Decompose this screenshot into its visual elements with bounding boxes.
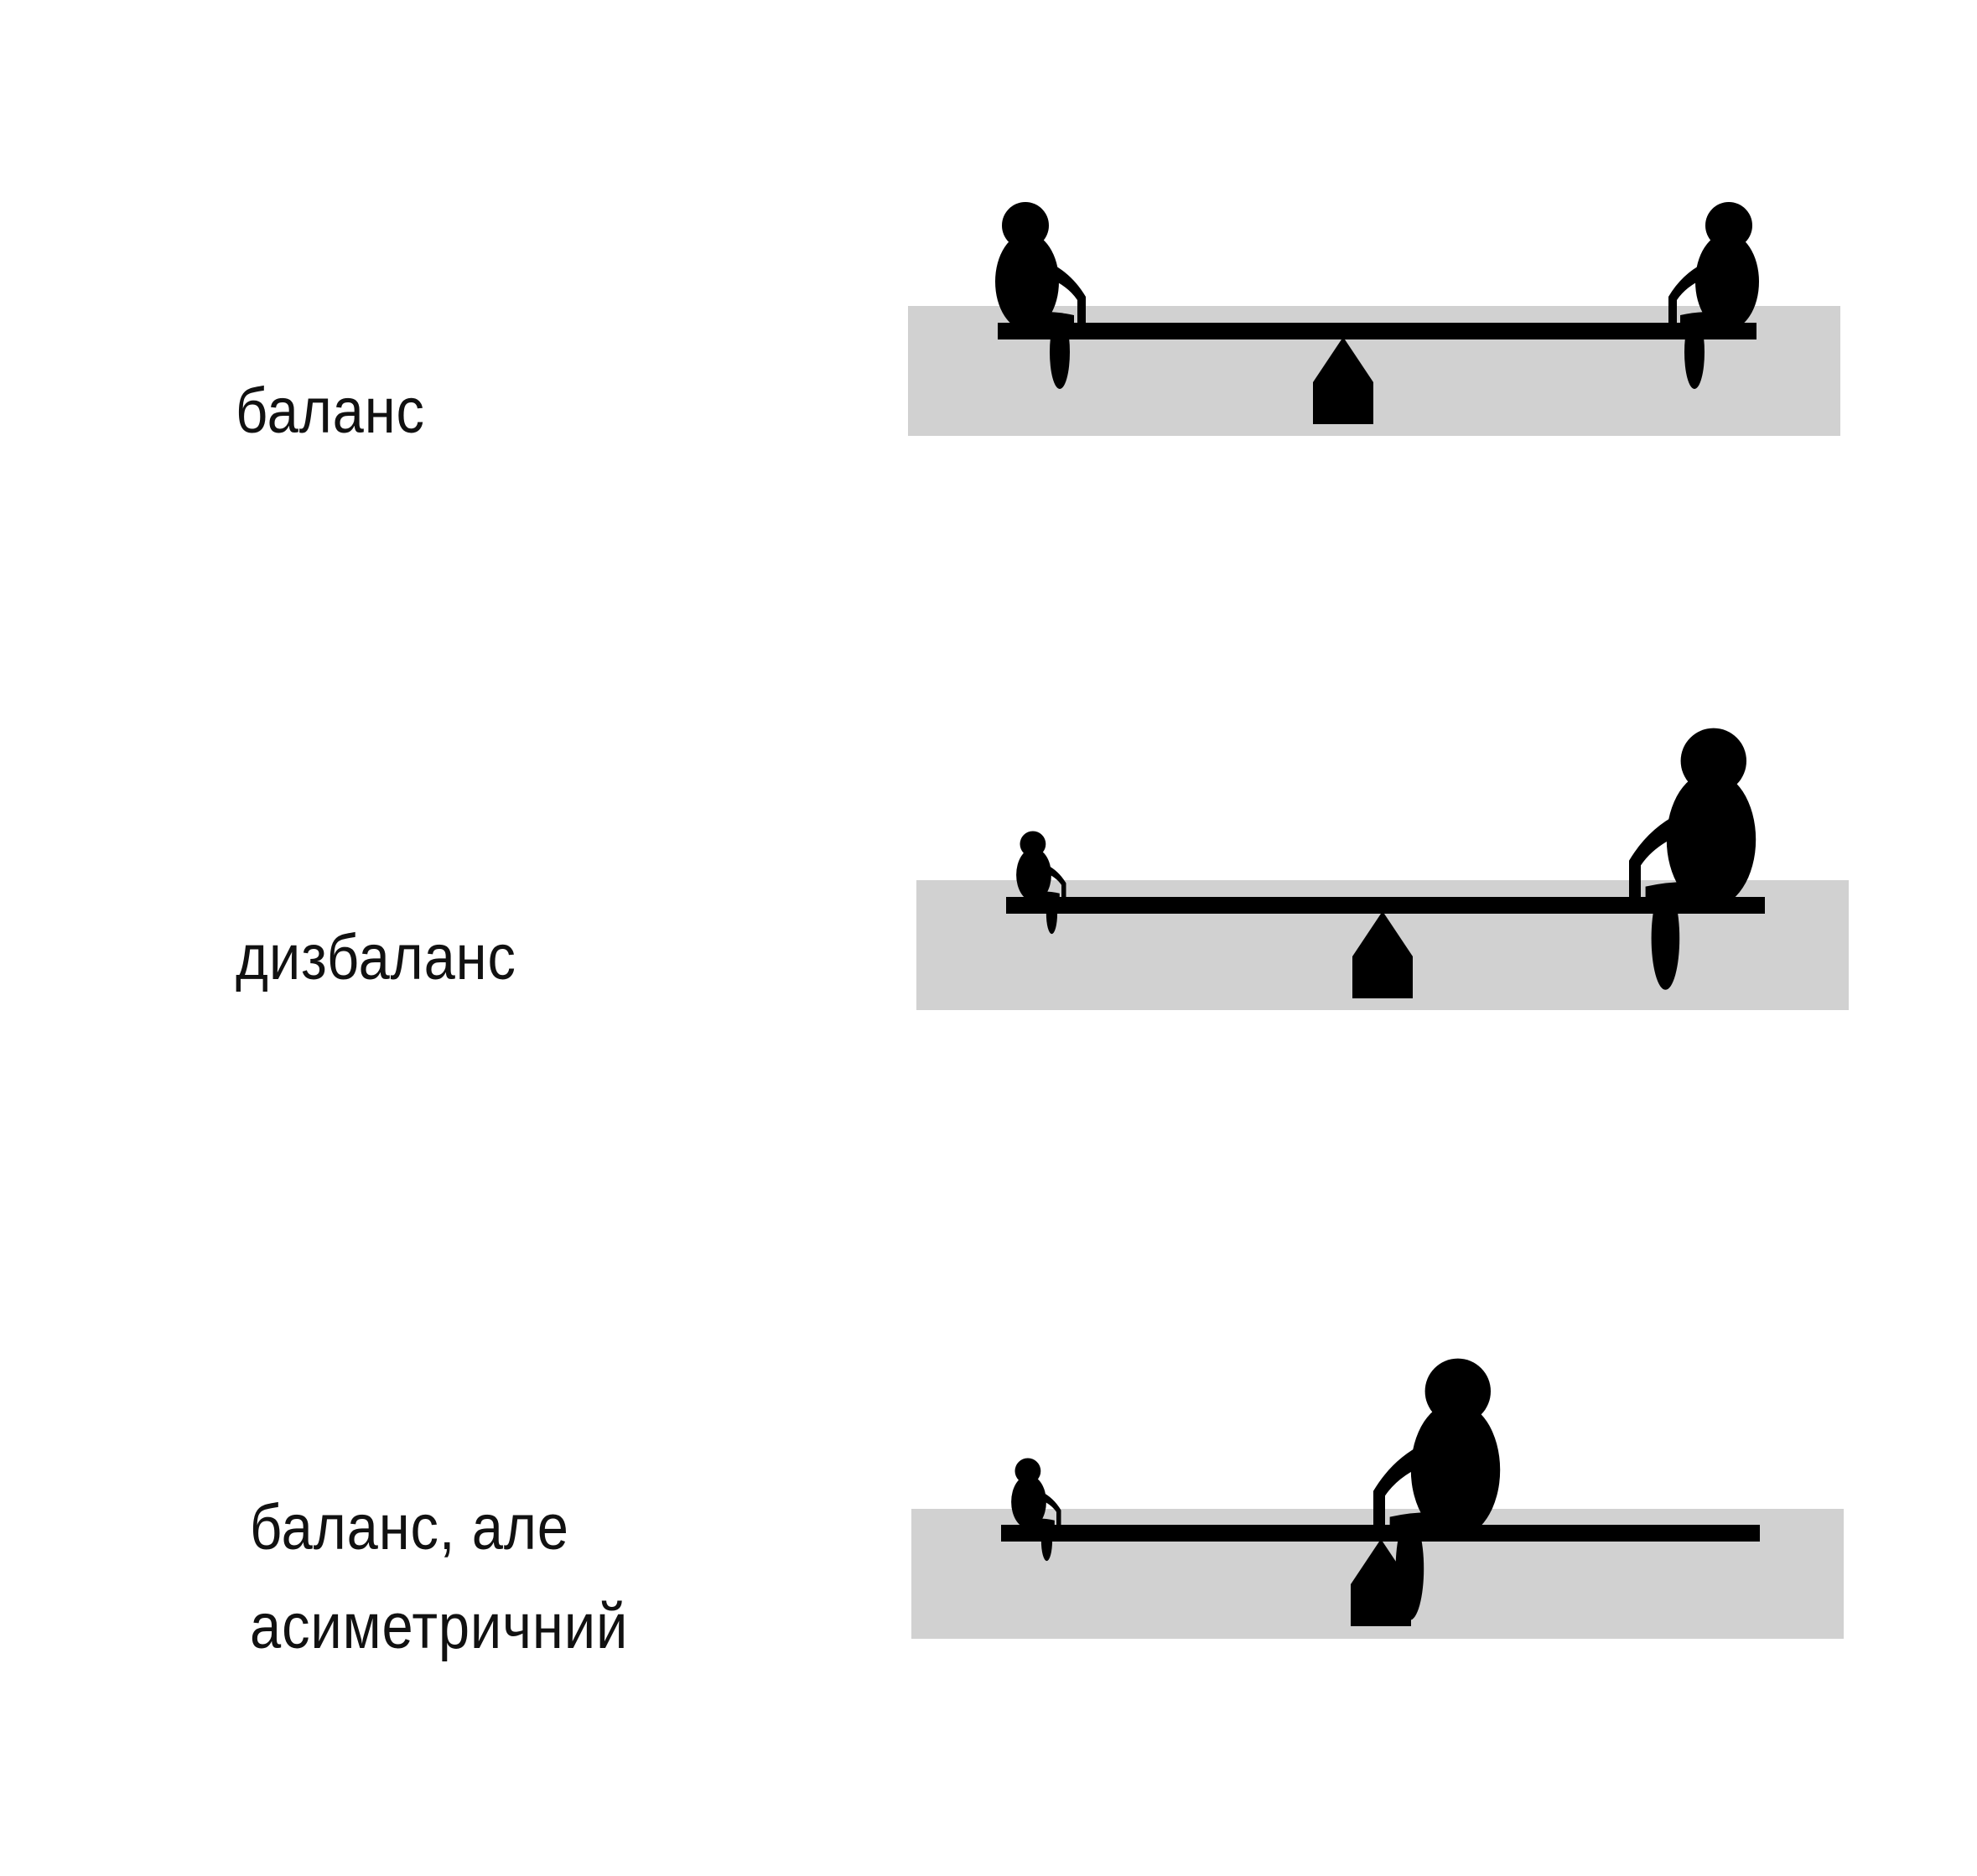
- seesaw-scene-imbalance: [897, 687, 1878, 1081]
- seesaw-plank: [998, 323, 1756, 339]
- fulcrum-icon: [1313, 337, 1373, 424]
- seesaw-scene-balance: [897, 159, 1878, 553]
- seesaw-plank: [1006, 897, 1765, 914]
- seesaw-plank: [1001, 1525, 1760, 1542]
- row-label-balance: баланс: [236, 376, 425, 447]
- sitting-person-icon: [1011, 1458, 1061, 1562]
- sitting-person-icon: [1016, 831, 1066, 935]
- sitting-person-icon: [995, 202, 1086, 389]
- sitting-person-icon: [1668, 202, 1759, 389]
- row-label-balance-asymmetric: баланс, але асиметричний: [250, 1492, 629, 1662]
- seesaw-scene-balance-asymmetric: [897, 1316, 1878, 1710]
- sitting-person-icon: [1373, 1358, 1501, 1620]
- row-label-imbalance: дизбаланс: [236, 922, 516, 993]
- fulcrum-icon: [1352, 911, 1413, 998]
- sitting-person-icon: [1629, 728, 1756, 990]
